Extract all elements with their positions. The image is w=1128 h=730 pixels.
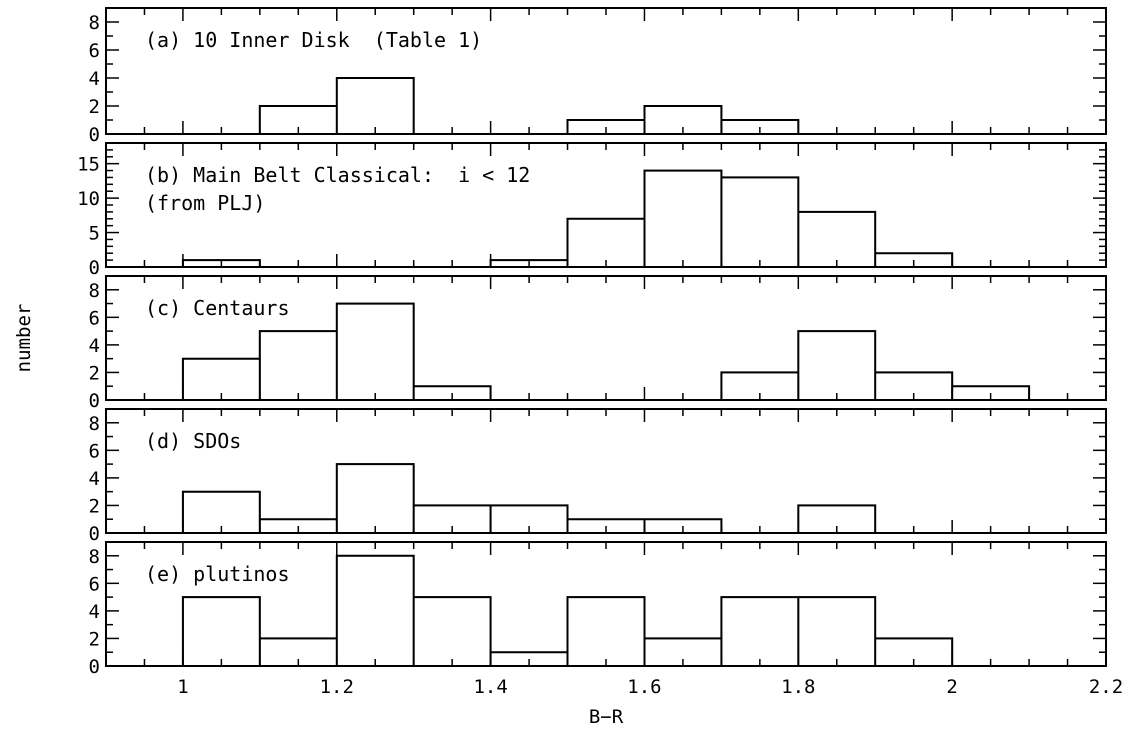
panel-frame [105,7,1107,135]
histogram-bar [336,463,415,534]
panel-d: 0 2 4 6 8 (d) SDOs [89,408,1107,545]
panel-label: (from PLJ) [145,191,265,215]
y-tick-label: 6 [89,440,100,462]
y-tick-label: 0 [89,257,100,279]
x-tick-label: 1 [177,676,188,698]
panel-frame [105,408,1107,534]
histogram-bar [797,596,876,667]
histogram-bar [797,330,876,401]
x-tick-label: 2 [946,676,957,698]
x-tick-label: 1.6 [627,676,661,698]
y-tick-label: 6 [89,40,100,62]
histogram-bar [336,302,415,401]
histogram-bar [259,330,338,401]
histogram-bar [336,555,415,667]
histogram-outline [106,463,1106,534]
histogram-bar [720,596,800,667]
histogram-bar [720,176,800,268]
x-tick-label: 1.4 [473,676,507,698]
y-tick-label: 6 [89,573,100,595]
y-tick-label: 8 [89,546,100,568]
y-axis-title: number [13,304,35,373]
panel-c: 0 2 4 6 8 (c) Centaurs [89,275,1107,412]
panel-label: (b) Main Belt Classical: i < 12 [145,163,530,187]
y-tick-label: 2 [89,362,100,384]
histogram-bar [182,596,261,667]
histogram-outline [106,77,1106,135]
panel-e: 0 2 4 6 8 (e) plutinos [89,541,1107,678]
y-tick-label: 0 [89,124,100,146]
y-tick-label: 10 [77,188,100,210]
histogram-bar [643,169,723,268]
y-tick-label: 4 [89,601,100,623]
panel-frame [105,541,1107,667]
histogram-bar [412,596,492,667]
y-tick-label: 8 [89,280,100,302]
y-tick-label: 0 [89,390,100,412]
y-tick-label: 8 [89,12,100,34]
panel-frame [105,275,1107,401]
y-tick-label: 5 [89,223,100,245]
histogram-bar [566,596,646,667]
panel-label: (a) 10 Inner Disk (Table 1) [145,28,482,52]
histogram-bar [797,211,876,268]
y-tick-label: 4 [89,335,100,357]
panel-label: (d) SDOs [145,429,241,453]
y-tick-label: 2 [89,96,100,118]
panel-a: 0 2 4 6 8 (a) 10 Inner Disk (Table 1) [89,7,1107,146]
y-tick-label: 8 [89,413,100,435]
y-tick-label: 6 [89,307,100,329]
x-tick-label: 2.2 [1089,676,1123,698]
y-tick-label: 15 [77,154,100,176]
y-tick-label: 0 [89,523,100,545]
panel-label: (c) Centaurs [145,296,290,320]
histogram-bar [336,77,415,135]
y-tick-label: 2 [89,495,100,517]
panel-label: (e) plutinos [145,562,290,586]
y-tick-label: 4 [89,68,100,90]
histogram-bar [566,218,646,268]
y-tick-label: 0 [89,656,100,678]
x-tick-label: 1.8 [781,676,815,698]
panel-b: 0 5 10 15 (b) Main Belt Classical: i < 12 (fr… [77,142,1107,279]
y-tick-label: 2 [89,628,100,650]
x-tick-label: 1.2 [320,676,354,698]
y-tick-label: 4 [89,468,100,490]
x-axis-title: B−R [589,706,624,728]
